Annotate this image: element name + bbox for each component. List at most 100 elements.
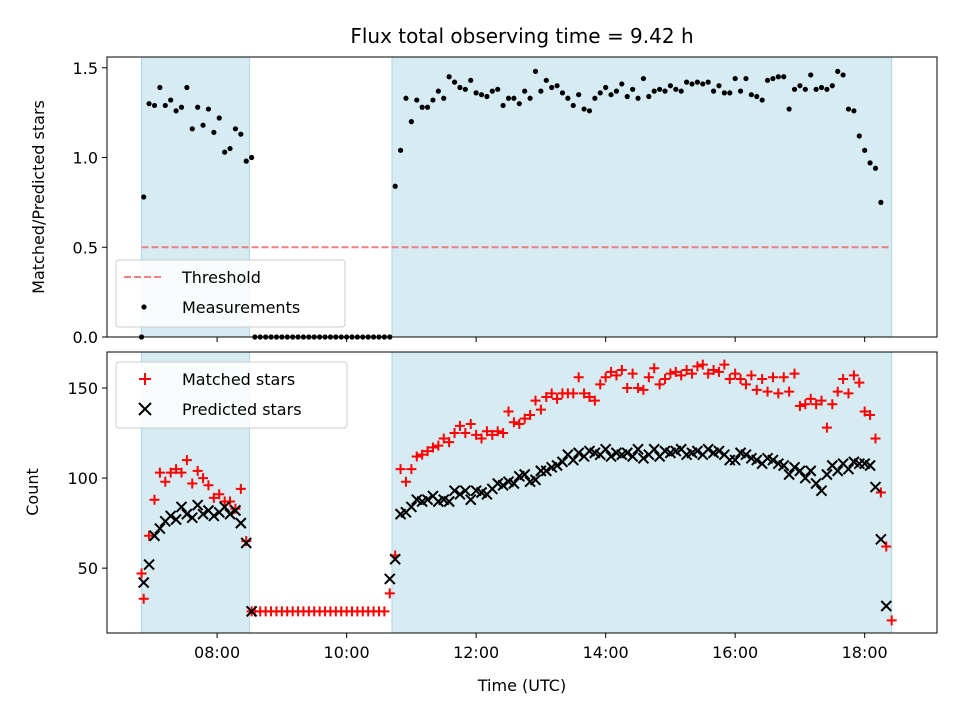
predicted-star-point	[148, 530, 161, 542]
matched-star-point	[208, 492, 219, 503]
top-shaded-interval-1	[391, 56, 893, 338]
measurement-point	[238, 131, 244, 137]
predicted-star-point	[821, 468, 833, 481]
measurement-point	[232, 126, 239, 132]
measurement-point	[446, 74, 452, 80]
matched-star-point	[400, 476, 411, 487]
matched-star-point	[616, 365, 627, 376]
predicted-stars-points	[137, 443, 892, 618]
matched-star-point	[875, 487, 886, 498]
measurement-point	[727, 90, 733, 96]
measurement-point	[141, 194, 147, 200]
measurement-point	[867, 160, 873, 166]
measurement-point	[592, 95, 598, 101]
predicted-star-point	[229, 504, 242, 517]
predicted-star-point	[384, 573, 396, 585]
matched-star-point	[719, 359, 730, 370]
predicted-star-point	[767, 454, 779, 466]
matched-star-point	[821, 422, 832, 433]
predicted-star-point	[421, 493, 434, 506]
predicted-star-point	[181, 508, 193, 520]
measurement-point	[624, 93, 630, 100]
matched-star-point	[181, 455, 192, 466]
measurement-point	[775, 74, 781, 80]
predicted-star-point	[448, 484, 461, 497]
measurement-point	[786, 106, 792, 112]
predicted-star-point	[729, 454, 741, 466]
predicted-star-point	[702, 443, 714, 455]
legend-measurements-label: Measurements	[182, 298, 300, 317]
matched-star-point	[638, 384, 649, 395]
matched-star-point	[681, 365, 692, 376]
bottom-x-tick-label: 18:00	[842, 643, 888, 662]
matched-star-point	[686, 368, 697, 379]
matched-star-point	[665, 368, 676, 379]
bottom-x-tick-label: 08:00	[194, 643, 240, 662]
measurement-point	[211, 129, 217, 135]
matched-star-point	[192, 465, 203, 476]
predicted-star-point	[626, 450, 639, 463]
legend-threshold-label: Threshold	[181, 268, 261, 287]
matched-star-point	[827, 399, 838, 410]
predicted-star-point	[497, 479, 509, 492]
measurement-point	[392, 183, 398, 189]
measurement-point	[662, 88, 668, 94]
matched-star-point	[595, 379, 606, 390]
measurement-point	[608, 92, 614, 98]
predicted-star-point	[529, 474, 542, 486]
measurement-point	[586, 108, 593, 114]
measurement-point	[424, 104, 431, 110]
measurement-point	[173, 108, 179, 114]
measurement-point	[511, 95, 517, 101]
matched-star-point	[573, 372, 584, 383]
measurement-point	[856, 133, 862, 139]
measurement-point	[640, 75, 647, 82]
predicted-star-point	[869, 481, 882, 493]
measurement-point	[189, 126, 195, 132]
matched-star-point	[498, 428, 509, 439]
predicted-star-point	[556, 456, 569, 468]
measurement-point	[500, 102, 506, 109]
measurement-point	[216, 115, 222, 121]
measurement-point	[829, 83, 835, 89]
matched-star-point	[778, 372, 789, 383]
matched-star-point	[649, 363, 660, 374]
matched-star-point	[476, 433, 487, 444]
measurement-point	[184, 84, 190, 91]
measurement-point	[797, 83, 803, 89]
predicted-star-point	[740, 448, 752, 461]
measurement-point	[408, 119, 414, 125]
measurement-point	[146, 101, 152, 107]
measurement-point	[195, 104, 201, 110]
measurement-point	[737, 88, 744, 94]
predicted-star-point	[137, 576, 150, 589]
legend-matched-label: Matched stars	[182, 370, 295, 389]
measurement-point	[630, 86, 636, 92]
matched-star-point	[519, 413, 530, 424]
measurement-point	[862, 147, 868, 153]
measurement-point	[243, 158, 249, 164]
matched-star-point	[154, 467, 165, 478]
predicted-star-point	[143, 558, 155, 571]
measurement-point	[597, 90, 603, 96]
measurement-point	[151, 102, 158, 109]
measurement-point	[613, 88, 620, 94]
predicted-star-point	[551, 459, 563, 472]
measurement-point	[249, 154, 255, 161]
x-axis-label: Time (UTC)	[477, 676, 566, 695]
measurement-point	[678, 88, 684, 94]
measurement-point	[222, 149, 228, 155]
bottom-y-tick-label: 100	[67, 469, 98, 488]
matched-star-point	[241, 536, 252, 547]
measurement-point	[673, 86, 679, 92]
measurement-point	[168, 97, 174, 103]
matched-star-point	[740, 379, 751, 390]
predicted-star-point	[815, 484, 828, 497]
matched-star-point	[379, 606, 390, 617]
measurement-point	[635, 95, 641, 101]
matched-star-point	[746, 370, 757, 381]
top-y-tick-label: 1.5	[73, 59, 98, 78]
matched-star-point	[881, 541, 892, 552]
measurement-point	[872, 165, 879, 171]
measurement-points	[138, 68, 884, 340]
